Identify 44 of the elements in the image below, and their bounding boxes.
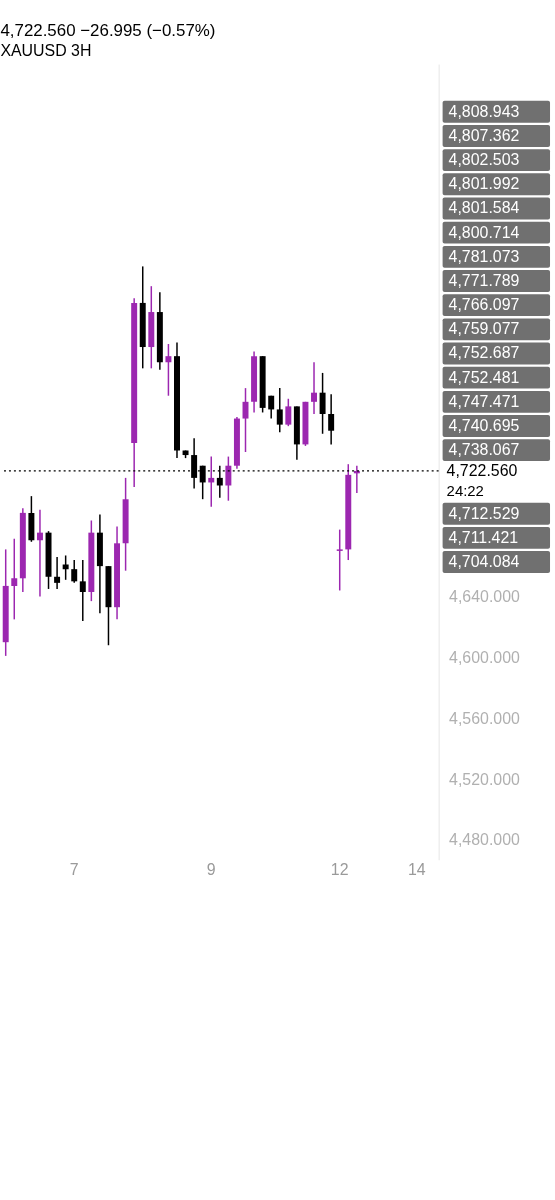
- text: 4,712.529: [448, 504, 520, 522]
- text: 4,747.471: [448, 392, 520, 410]
- candlestick: [336, 528, 343, 592]
- text: 4,807.362: [448, 126, 520, 144]
- chart-subtitle: XAUUSD 3H: [0, 42, 92, 60]
- candlestick: [79, 559, 86, 622]
- candlestick: [328, 393, 335, 446]
- candlestick: [285, 398, 292, 427]
- y-tick-label: 4,560.000: [449, 709, 520, 727]
- candlestick: [54, 556, 61, 590]
- y-tick-label: 4,600.000: [449, 648, 520, 666]
- candlestick: [225, 455, 232, 502]
- y-tick-label: 4,640.000: [449, 588, 520, 606]
- text: 4,800.714: [448, 223, 520, 241]
- x-tick-label: 7: [69, 861, 79, 879]
- candlestick: [319, 372, 326, 435]
- ref-line-label: 4,722.560: [446, 461, 518, 479]
- text: 4,801.584: [448, 199, 520, 217]
- y-tick-label: 4,480.000: [449, 831, 520, 849]
- candlestick: [71, 559, 78, 584]
- text: 4,704.084: [448, 553, 520, 571]
- candlestick: [11, 537, 18, 621]
- text: 4,740.695: [448, 416, 520, 434]
- text: 4,808.943: [448, 102, 520, 120]
- y-tick-label: 4,520.000: [449, 770, 520, 788]
- text: 4,801.992: [448, 175, 520, 193]
- candlestick: [311, 361, 317, 415]
- candlestick: [36, 509, 43, 598]
- text: 4,711.421: [448, 528, 519, 546]
- candlestick: [276, 387, 283, 433]
- chart-title: 4,722.560 −26.995 (−0.57%): [0, 21, 216, 41]
- text: 4,766.097: [448, 296, 520, 314]
- text: 24:22: [446, 482, 484, 499]
- text: 4,771.789: [448, 271, 520, 289]
- text: 4,738.067: [448, 441, 520, 459]
- text: 4,752.687: [448, 344, 520, 362]
- x-tick-label: 12: [330, 861, 349, 879]
- text: 4,759.077: [448, 320, 520, 338]
- text: 4,781.073: [448, 247, 520, 265]
- text: 4,802.503: [448, 151, 520, 169]
- text: 4,752.481: [448, 368, 520, 386]
- x-tick-label: 9: [206, 861, 216, 879]
- x-tick-label: 14: [407, 861, 426, 879]
- candlestick: [165, 343, 172, 397]
